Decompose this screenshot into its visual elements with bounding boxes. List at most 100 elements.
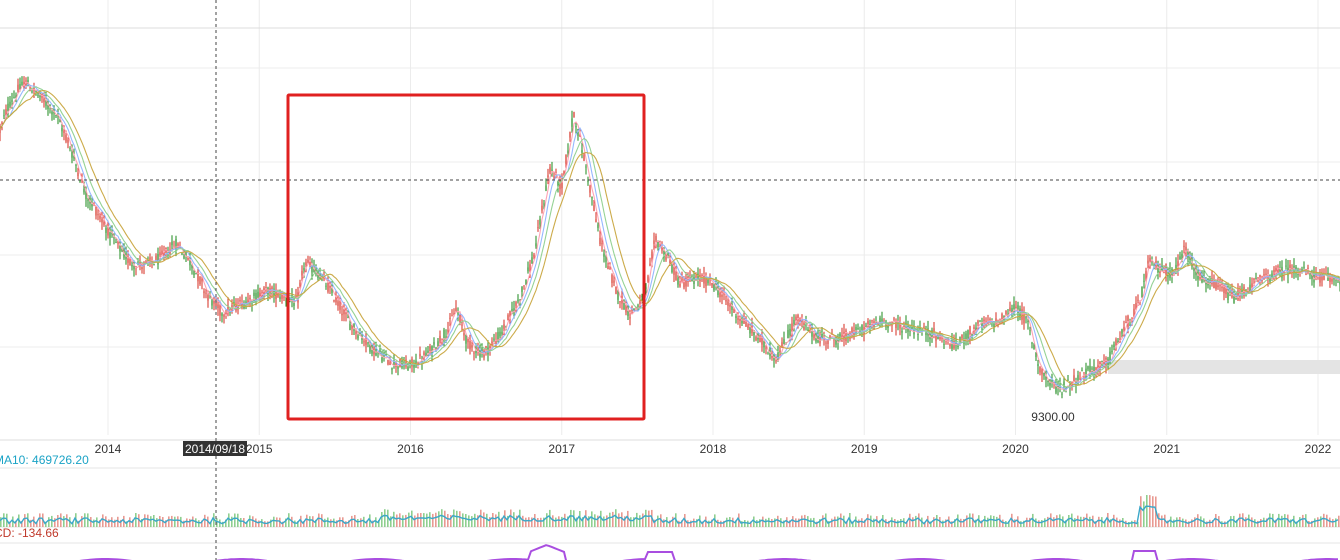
candle-body (49, 104, 51, 106)
candle-body (645, 287, 647, 289)
candle-body (1241, 289, 1243, 295)
candle-body (157, 254, 159, 265)
volume-bar (1278, 513, 1280, 527)
candle-body (235, 302, 237, 311)
candle-body (1255, 277, 1257, 279)
volume-bar (636, 512, 638, 527)
candle-body (387, 359, 389, 365)
candle-body (807, 329, 809, 331)
volume-bar (996, 516, 998, 527)
candle-body (977, 320, 979, 324)
candle-body (725, 300, 727, 302)
volume-bar (147, 514, 149, 527)
volume-bar (1170, 516, 1172, 527)
candle-body (873, 321, 875, 330)
volume-bar (690, 520, 692, 527)
volume-bar (174, 516, 176, 527)
candle-body (491, 341, 493, 344)
volume-bar (888, 520, 890, 527)
candle-body (751, 325, 753, 334)
volume-bar (621, 512, 623, 527)
candle-body (1009, 307, 1011, 312)
volume-bar (750, 521, 752, 527)
volume-bar (1005, 521, 1007, 527)
volume-bar (66, 514, 68, 527)
candle-body (1151, 260, 1153, 262)
volume-bar (132, 519, 134, 527)
candle-body (895, 321, 897, 328)
volume-bar (957, 514, 959, 527)
volume-bar (795, 518, 797, 527)
x-tick-label: 2017 (548, 442, 575, 456)
candle-body (265, 287, 267, 289)
candle-body (365, 336, 367, 345)
volume-bar (285, 518, 287, 527)
candle-body (465, 334, 467, 344)
candle-body (7, 103, 9, 111)
candle-body (587, 180, 589, 183)
candle-body (739, 318, 741, 321)
moving-average-line (0, 83, 1340, 391)
candle-body (1021, 309, 1023, 320)
candle-body (1055, 386, 1057, 393)
volume-bar (969, 513, 971, 527)
candle-body (1061, 393, 1063, 395)
candle-body (327, 283, 329, 292)
volume-bar (204, 514, 206, 527)
candle-body (149, 257, 151, 262)
candle-body (1039, 366, 1041, 373)
volume-bar (639, 515, 641, 527)
candle-body (389, 362, 391, 365)
volume-bar (252, 516, 254, 527)
volume-bar (1167, 520, 1169, 527)
candle-body (1103, 361, 1105, 365)
volume-bar (1077, 515, 1079, 527)
candle-body (531, 257, 533, 264)
candle-body (77, 172, 79, 177)
moving-average-line (0, 86, 1340, 388)
volume-bar (606, 515, 608, 527)
candle-body (945, 340, 947, 342)
candle-body (965, 333, 967, 342)
volume-bar (1212, 520, 1214, 527)
volume-bar (663, 519, 665, 527)
volume-bar (810, 518, 812, 527)
candle-body (673, 265, 675, 275)
candle-body (545, 185, 547, 191)
candle-body (1227, 289, 1229, 300)
candle-body (391, 368, 393, 370)
x-tick-label: 2020 (1002, 442, 1029, 456)
volume-bar (366, 520, 368, 527)
candle-body (841, 335, 843, 338)
candle-body (201, 279, 203, 282)
candle-body (767, 353, 769, 355)
volume-bar (765, 518, 767, 527)
volume-bar (1086, 513, 1088, 527)
candle-body (97, 214, 99, 216)
volume-bar (303, 521, 305, 527)
volume-bar (267, 521, 269, 527)
volume-bar (861, 518, 863, 527)
candle-body (183, 255, 185, 259)
candle-body (53, 106, 55, 114)
volume-bar (297, 521, 299, 527)
candle-body (865, 325, 867, 327)
volume-bar (1242, 513, 1244, 527)
volume-bar (162, 517, 164, 527)
candle-body (1027, 321, 1029, 322)
candle-body (401, 360, 403, 368)
candle-body (623, 300, 625, 310)
volume-bar (963, 519, 965, 527)
candle-body (109, 229, 111, 238)
volume-bar (1113, 514, 1115, 527)
volume-bar (1035, 518, 1037, 527)
volume-bar (525, 517, 527, 527)
candle-body (919, 327, 921, 329)
candle-body (1089, 365, 1091, 372)
candle-body (257, 291, 259, 298)
volume-bar (768, 517, 770, 527)
candle-body (1323, 275, 1325, 280)
volume-bar (228, 513, 230, 527)
candle-body (1045, 377, 1047, 380)
moving-average-lines (0, 81, 1340, 392)
